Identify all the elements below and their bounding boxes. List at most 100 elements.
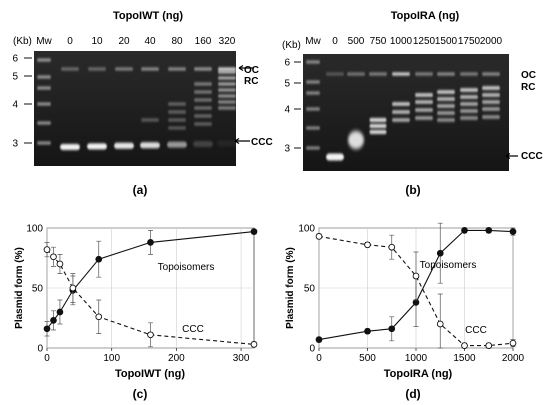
gel-b-topo-1-1 <box>415 100 433 104</box>
gel-a-ladder-band-0 <box>37 58 51 62</box>
chart-d-point-0-1 <box>364 327 371 335</box>
gel-b-ladder-band-4 <box>306 126 320 130</box>
gel-a-topo-band-6-3 <box>218 88 236 92</box>
gel-a-ccc-band-1 <box>87 143 107 150</box>
chart-d-ytick-label-2: 100 <box>298 224 315 235</box>
panel-b-ccc-arrow-icon <box>505 152 518 160</box>
gel-a-topo-band-6-4 <box>218 94 236 98</box>
panel-b-lane-labels: 0 500 750 1000 1250 1500 1750 2000 <box>332 36 502 47</box>
panel-a-oc-label: OC <box>244 65 259 76</box>
gel-b-topo-2-1 <box>437 97 455 101</box>
chart-d-point-1-1 <box>364 241 371 249</box>
gel-b-ladder-band-0 <box>306 60 320 64</box>
gel-a-ladder-band-2 <box>37 86 51 90</box>
panel-b-lane-label-7: 2000 <box>480 36 503 47</box>
panel-b: TopoIRA (ng) (Kb) Mw 0 500 750 1000 1250 1500… <box>282 10 543 197</box>
panel-b-lane-label-6: 1750 <box>458 36 481 47</box>
chart-c-point-0-0 <box>43 325 51 333</box>
gel-b-topo-3-1 <box>460 95 478 99</box>
panel-b-ccc-label: CCC <box>521 151 543 162</box>
gel-b-oc-band-5 <box>437 72 455 76</box>
panel-b-lane-label-3: 1000 <box>390 36 413 47</box>
chart-d-point-1-2 <box>388 243 396 251</box>
gel-b-ccc-band-0 <box>326 153 344 161</box>
chart-d-point-0-4 <box>436 249 444 257</box>
panel-b-oc-label: OC <box>521 70 536 81</box>
chart-d-series-line-0 <box>318 229 514 341</box>
gel-b-ladder-band-5 <box>306 146 320 150</box>
chart-d-ylabel: Plasmid form (%) <box>285 247 296 329</box>
panel-a-oc-arrow-icon <box>238 64 254 72</box>
chart-d-point-0-3 <box>412 299 420 306</box>
chart-d-ytick-label-1: 50 <box>304 284 316 295</box>
gel-b-topo-4-2 <box>482 100 500 104</box>
gel-a-topo-band-5-5 <box>194 122 212 126</box>
chart-d-point-1-7 <box>509 339 517 347</box>
chart-d-point-0-0 <box>315 336 323 343</box>
panel-b-kb-marker-2: 4 <box>284 105 290 116</box>
panel-c-caption: (c) <box>133 387 148 401</box>
chart-d-point-1-4 <box>436 320 444 328</box>
gel-a-ccc-band-3 <box>140 142 160 149</box>
gel-b-oc-band-6 <box>460 72 478 76</box>
chart-c-point-1-1 <box>50 253 57 261</box>
gel-a-ccc-band-5 <box>193 141 213 147</box>
panel-a-kb-markers: 6 5 4 3 <box>12 54 32 150</box>
gel-b-oc-band-3 <box>392 72 410 76</box>
panel-b-lane-label-2: 750 <box>370 36 387 47</box>
panel-b-kb-marker-3: 3 <box>284 144 290 155</box>
gel-b-topo-1-0 <box>415 93 433 97</box>
panel-a-lane-label-5: 160 <box>195 36 212 47</box>
panel-b-kb-markers: 6 5 4 3 <box>284 58 301 155</box>
gel-a-ladder-band-3 <box>37 102 51 106</box>
gel-b-topo-0-2 <box>392 118 410 122</box>
panel-a-ccc-label: CCC <box>251 137 273 148</box>
chart-d-point-1-5 <box>461 342 468 349</box>
chart-d-xtick-label-0: 0 <box>316 353 322 364</box>
chart-d-xlabel: TopoIRA (ng) <box>384 368 453 380</box>
gel-a-ladder-band-4 <box>37 121 51 125</box>
gel-b-topo-0-1 <box>392 110 410 114</box>
chart-c-point-0-5 <box>147 239 154 246</box>
panel-b-caption: (b) <box>405 183 420 197</box>
panel-a-kb-marker-3: 3 <box>12 139 18 150</box>
panel-a-lane-label-1: 10 <box>91 36 103 47</box>
gel-a-ccc-band-2 <box>114 142 134 149</box>
chart-d-label-ccc: CCC <box>465 325 487 336</box>
gel-a-ladder-band-5 <box>37 141 51 145</box>
panel-a-kb-marker-2: 4 <box>12 100 18 111</box>
gel-b-bands <box>306 60 500 161</box>
chart-d-point-0-7 <box>509 228 517 235</box>
gel-b-topo-750-0 <box>369 118 387 122</box>
chart-c-ylabel: Plasmid form (%) <box>14 247 25 329</box>
panel-b-title: TopoIRA (ng) <box>391 10 460 22</box>
gel-a-topo-band-6-6 <box>218 106 236 110</box>
chart-c-label-topoisomers: Topoisomers <box>158 262 215 273</box>
chart-c-ytick-label-2: 100 <box>26 224 43 235</box>
chart-d-xtick-label-3: 1500 <box>453 353 476 364</box>
panel-a-mw-label: Mw <box>36 36 52 47</box>
chart-c-point-1-2 <box>56 260 64 268</box>
panel-a-lane-label-2: 20 <box>118 36 130 47</box>
chart-c-xlabel: TopoIWT (ng) <box>115 368 185 380</box>
chart-d-point-0-5 <box>461 227 468 234</box>
gel-a-ccc-band-0 <box>60 144 80 150</box>
chart-c-point-1-6 <box>250 341 258 348</box>
gel-b-topo-3-2 <box>460 102 478 106</box>
chart-d-xtick-label-4: 2000 <box>502 353 525 364</box>
gel-b-oc-band-4 <box>415 72 433 76</box>
panel-b-kb-label: (Kb) <box>282 40 301 51</box>
gel-b-smear-500 <box>348 131 364 149</box>
panel-a-lane-label-0: 0 <box>67 36 73 47</box>
gel-a-topo-band-6-0 <box>218 70 236 74</box>
gel-a-topo-band-3-0 <box>141 118 159 122</box>
gel-b-topo-750-1 <box>369 124 387 128</box>
gel-a-topo-band-6-1 <box>218 76 236 80</box>
gel-b-topo-1-2 <box>415 108 433 112</box>
chart-d-series-line-1 <box>318 235 514 347</box>
chart-d-label-topoisomers: Topoisomers <box>420 260 477 271</box>
gel-a-oc-band-2 <box>115 67 133 71</box>
chart-c-point-1-0 <box>43 246 51 253</box>
gel-b-topo-4-1 <box>482 93 500 97</box>
